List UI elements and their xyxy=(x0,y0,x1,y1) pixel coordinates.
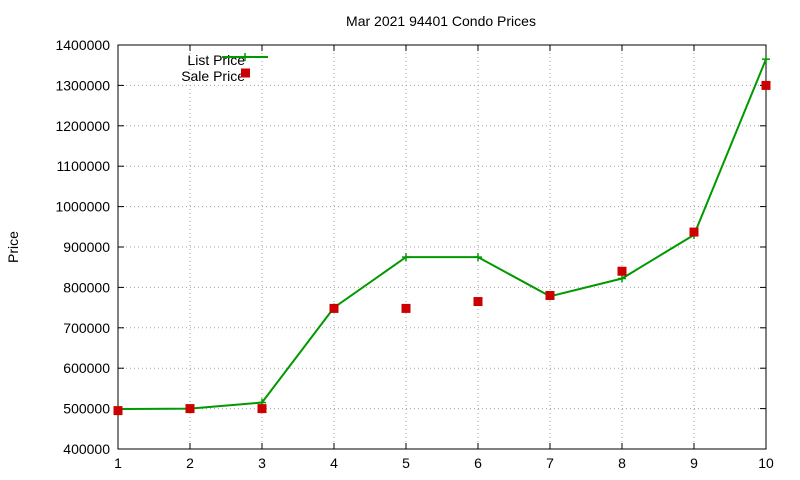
sale-price-point xyxy=(473,297,483,307)
y-tick-label: 700000 xyxy=(63,320,110,336)
y-tick-label: 900000 xyxy=(63,239,110,255)
legend-label: Sale Price xyxy=(181,68,245,84)
x-tick-label: 2 xyxy=(186,455,194,471)
legend-swatch-square xyxy=(241,68,250,78)
x-tick-label: 10 xyxy=(758,455,774,471)
sale-price-point xyxy=(401,303,411,313)
y-tick-label: 1000000 xyxy=(55,199,110,215)
y-tick-label: 1300000 xyxy=(55,77,110,93)
list-price-point xyxy=(474,253,482,262)
legend-swatch-marker xyxy=(241,53,249,61)
series-line-list-price xyxy=(117,58,767,411)
legend-label: List Price xyxy=(187,52,245,68)
y-tick-label: 500000 xyxy=(63,401,110,417)
x-tick-label: 4 xyxy=(330,455,338,471)
list-price-point xyxy=(762,55,770,64)
chart-title: Mar 2021 94401 Condo Prices xyxy=(346,13,536,29)
x-tick-label: 5 xyxy=(402,455,410,471)
y-ticks: 400000 500000 600000 700000 800000 900000 1000… xyxy=(55,37,766,457)
y-tick-label: 800000 xyxy=(63,279,110,295)
x-tick-label: 6 xyxy=(474,455,482,471)
x-tick-label: 7 xyxy=(546,455,554,471)
sale-price-point xyxy=(329,303,339,313)
sale-price-point xyxy=(761,80,771,90)
grid-layer xyxy=(118,45,766,449)
y-tick-label: 400000 xyxy=(63,441,110,457)
list-price-point xyxy=(402,253,410,262)
y-axis-label: Price xyxy=(5,231,21,263)
y-tick-label: 1200000 xyxy=(55,118,110,134)
x-tick-label: 3 xyxy=(258,455,266,471)
sale-price-point xyxy=(257,404,267,414)
y-tick-label: 600000 xyxy=(63,360,110,376)
x-ticks: 1 2 3 4 5 6 7 8 9 10 xyxy=(114,45,774,471)
sale-price-point xyxy=(617,266,627,276)
sale-price-point xyxy=(185,404,195,414)
y-tick-label: 1400000 xyxy=(55,37,110,53)
x-tick-label: 1 xyxy=(114,455,122,471)
y-tick-label: 1100000 xyxy=(57,158,111,174)
sale-price-point xyxy=(113,406,123,416)
list-price-point xyxy=(618,274,626,283)
series-layer xyxy=(113,55,771,416)
sale-price-point xyxy=(689,227,699,237)
sale-price-point xyxy=(545,290,555,300)
x-tick-label: 8 xyxy=(618,455,626,471)
x-tick-label: 9 xyxy=(690,455,698,471)
